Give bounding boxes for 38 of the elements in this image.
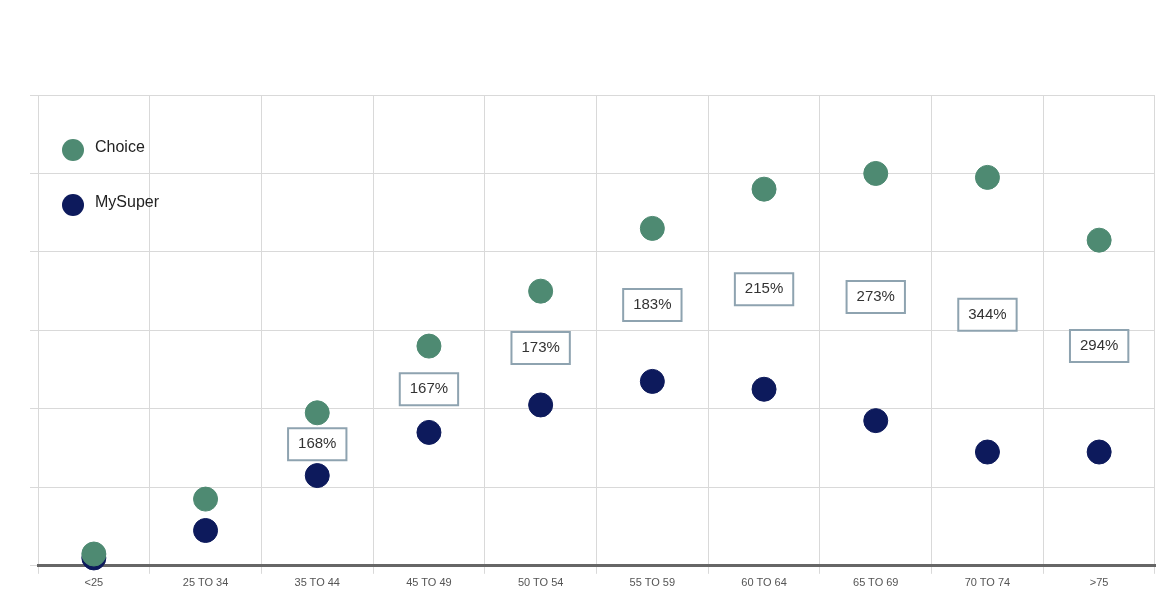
annotation: 183% [633,295,672,313]
annotation: 215% [744,279,784,297]
x-tick-label: 50 TO 54 [517,576,564,589]
point [1086,439,1112,465]
point [193,517,219,543]
x-tick-label: 25 TO 34 [182,576,229,589]
point [974,164,1000,190]
annotation: 167% [409,379,449,397]
point [416,419,442,445]
point [639,215,665,241]
annotation: 273% [856,287,895,305]
legend-label: MySuper [95,193,160,211]
annotation: 344% [968,304,1007,322]
annotation: 168% [298,434,337,452]
point [528,392,554,418]
point [751,176,777,202]
x-tick-label: <25 [84,576,104,589]
x-tick-label: >75 [1089,576,1109,589]
x-tick-label: 35 TO 44 [294,576,340,589]
x-tick-label: 55 TO 59 [629,576,676,589]
point [1086,227,1112,253]
x-tick-label: 45 TO 49 [406,576,452,589]
annotation: 173% [521,338,560,356]
x-tick-label: 60 TO 64 [741,576,787,589]
point [751,376,777,402]
point [639,368,665,394]
legend-label: Choice [95,138,145,156]
x-tick-label: 65 TO 69 [853,576,899,589]
point [863,408,889,434]
point [974,439,1000,465]
annotation: 294% [1079,336,1119,354]
point [304,463,330,489]
x-tick-label: 70 TO 74 [964,576,1011,589]
point [193,486,219,512]
point [416,333,442,359]
point [528,278,554,304]
point [863,160,889,186]
point [304,400,330,426]
